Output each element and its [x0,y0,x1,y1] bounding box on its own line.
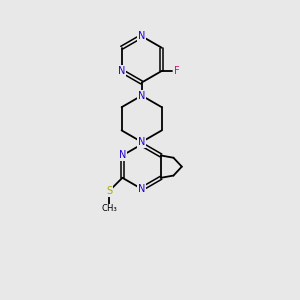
Text: N: N [138,137,146,147]
Text: N: N [138,31,146,41]
Text: S: S [106,186,112,196]
Text: CH₃: CH₃ [101,204,117,213]
Text: F: F [174,66,179,76]
Text: N: N [119,151,126,160]
Text: N: N [118,66,125,76]
Text: N: N [138,91,146,100]
Text: N: N [138,184,146,194]
